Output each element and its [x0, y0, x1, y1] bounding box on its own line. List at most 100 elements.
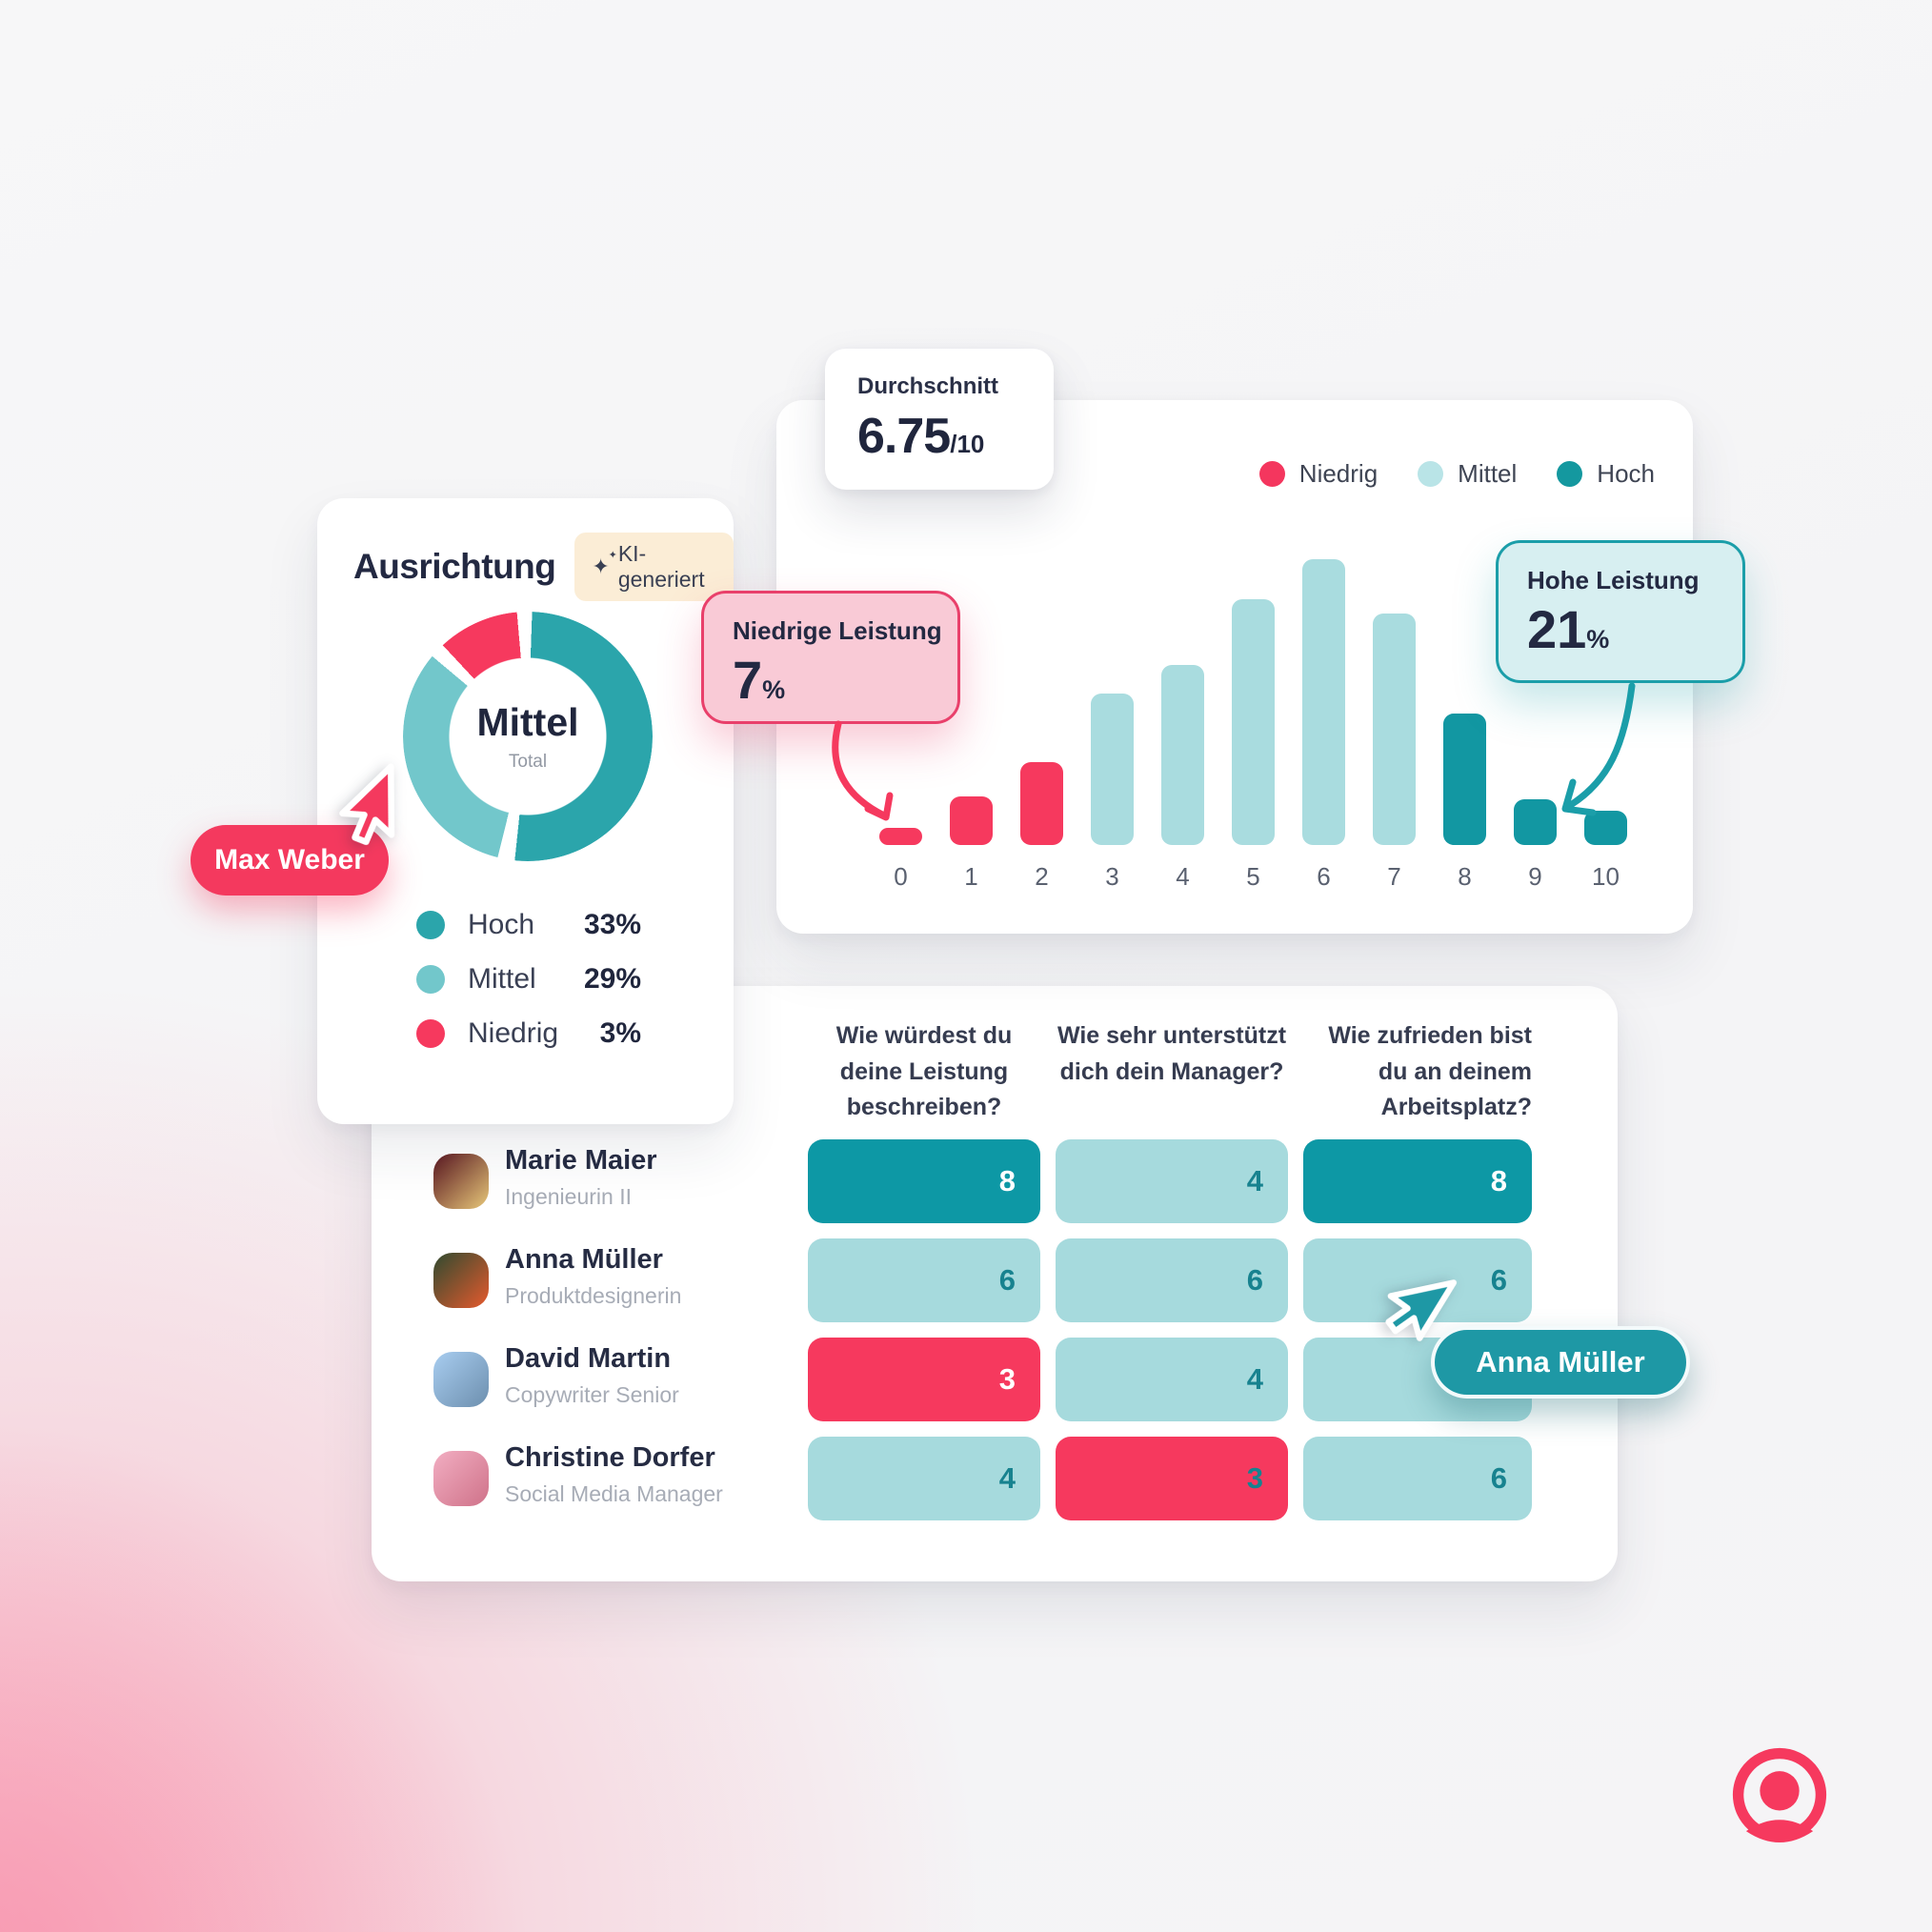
alignment-donut-chart: Mittel Total — [403, 612, 653, 861]
score-cell[interactable]: 6 — [1303, 1437, 1532, 1520]
legend-dot-icon — [416, 965, 445, 994]
person-role: Copywriter Senior — [505, 1382, 679, 1407]
bar-column: 7 — [1373, 614, 1416, 892]
bar[interactable] — [1584, 811, 1627, 845]
legend-value: 33% — [583, 909, 641, 940]
x-tick-label: 2 — [1035, 862, 1049, 891]
score-cell[interactable]: 6 — [1056, 1238, 1288, 1322]
feedback-table-card: Wie würdest du deine Leistung beschreibe… — [372, 986, 1618, 1581]
legend-label: Hoch — [1597, 459, 1655, 488]
low-tooltip-arrow — [832, 720, 894, 821]
average-value: 6.75/10 — [857, 409, 985, 464]
legend-label: Niedrig — [468, 1017, 559, 1049]
avatar — [433, 1451, 489, 1506]
high-tooltip-title: Hohe Leistung — [1527, 566, 1700, 594]
bar[interactable] — [879, 828, 922, 845]
average-suffix: /10 — [950, 430, 985, 458]
person-name: Christine Dorfer — [505, 1442, 715, 1473]
alignment-legend-item: Niedrig 3% — [416, 1015, 641, 1053]
x-tick-label: 4 — [1176, 862, 1190, 891]
legend-value: 29% — [583, 963, 641, 995]
score-cell[interactable]: 6 — [808, 1238, 1040, 1322]
bar[interactable] — [1373, 614, 1416, 845]
person-name: Marie Maier — [505, 1145, 657, 1176]
bar-column: 10 — [1584, 811, 1627, 892]
legend-value: 3% — [599, 1017, 641, 1049]
bar-column: 0 — [879, 828, 922, 892]
legend-dot-icon — [1557, 461, 1583, 487]
avatar — [433, 1253, 489, 1308]
max-weber-cursor-icon — [339, 763, 395, 846]
x-tick-label: 10 — [1592, 862, 1620, 891]
table-column-header: Wie zufrieden bist du an deinem Arbeitsp… — [1328, 1022, 1532, 1120]
ai-generated-badge-label: KI-generiert — [617, 541, 705, 592]
low-performance-tooltip: Niedrige Leistung 7% — [701, 591, 960, 724]
legend-label: Mittel — [468, 963, 536, 995]
average-score-badge: Durchschnitt 6.75/10 — [825, 349, 1054, 490]
score-cell[interactable]: 3 — [808, 1338, 1040, 1421]
score-cell[interactable]: 8 — [808, 1139, 1040, 1223]
bar-column: 8 — [1443, 714, 1486, 892]
avatar — [433, 1352, 489, 1407]
legend-label: Mittel — [1458, 459, 1518, 488]
legend-dot-icon — [1258, 461, 1285, 487]
high-performance-tooltip: Hohe Leistung 21% — [1496, 540, 1745, 683]
score-cell[interactable]: 3 — [1056, 1437, 1288, 1520]
bar[interactable] — [1091, 694, 1134, 845]
high-tooltip-value: 21% — [1527, 599, 1610, 659]
score-cell[interactable]: 4 — [808, 1437, 1040, 1520]
bar-column: 2 — [1020, 762, 1063, 892]
donut-center-sublabel: Total — [508, 752, 548, 772]
x-tick-label: 8 — [1458, 862, 1472, 891]
bar-column: 4 — [1161, 665, 1204, 892]
low-tooltip-title: Niedrige Leistung — [733, 616, 942, 645]
bar-column: 3 — [1091, 694, 1134, 892]
alignment-card: Ausrichtung ✦ ✦ KI-generiert Mittel Total… — [317, 498, 734, 1124]
bar-column: 6 — [1302, 559, 1345, 892]
donut-center-label: Mittel — [476, 700, 579, 744]
alignment-legend-item: Mittel 29% — [416, 960, 641, 998]
person-role: Social Media Manager — [505, 1481, 723, 1506]
score-cell[interactable]: 4 — [1056, 1338, 1288, 1421]
x-tick-label: 6 — [1317, 862, 1331, 891]
bar[interactable] — [1020, 762, 1063, 845]
bar[interactable] — [1161, 665, 1204, 845]
low-tooltip-value: 7% — [733, 650, 786, 710]
legend-label: Hoch — [468, 909, 535, 940]
bar[interactable] — [1302, 559, 1345, 845]
donut-center: Mittel Total — [403, 612, 653, 861]
bar-legend-item: Niedrig — [1258, 459, 1379, 489]
x-tick-label: 0 — [894, 862, 908, 891]
alignment-legend: Hoch 33% Mittel 29% Niedrig 3% — [416, 906, 641, 1053]
x-tick-label: 5 — [1246, 862, 1260, 891]
alignment-legend-item: Hoch 33% — [416, 906, 641, 944]
table-column-header: Wie sehr unterstützt dich dein Manager? — [1057, 1022, 1287, 1085]
score-cell[interactable]: 4 — [1056, 1139, 1288, 1223]
person-role: Produktdesignerin — [505, 1283, 682, 1308]
alignment-card-header: Ausrichtung ✦ ✦ KI-generiert — [317, 498, 734, 601]
bar-legend-item: Hoch — [1557, 459, 1655, 489]
legend-label: Niedrig — [1298, 459, 1379, 488]
bar[interactable] — [1443, 714, 1486, 845]
person-name: David Martin — [505, 1343, 672, 1374]
bar[interactable] — [950, 796, 993, 845]
bar[interactable] — [1514, 799, 1557, 845]
bar-column: 5 — [1232, 599, 1275, 892]
anna-mueller-cursor-label: Anna Müller — [1431, 1326, 1690, 1399]
bar[interactable] — [1232, 599, 1275, 845]
high-tooltip-arrow — [1561, 682, 1636, 816]
x-tick-label: 3 — [1105, 862, 1119, 891]
legend-dot-icon — [416, 1019, 445, 1048]
bar-column: 9 — [1514, 799, 1557, 892]
anna-mueller-cursor-icon — [1385, 1279, 1458, 1341]
score-cell[interactable]: 8 — [1303, 1139, 1532, 1223]
person-role: Ingenieurin II — [505, 1184, 632, 1209]
average-label: Durchschnitt — [857, 373, 999, 399]
alignment-card-title: Ausrichtung — [353, 547, 556, 586]
brand-person-logo[interactable] — [1721, 1738, 1839, 1856]
x-tick-label: 9 — [1528, 862, 1542, 891]
bar-legend-item: Mittel — [1418, 459, 1517, 489]
